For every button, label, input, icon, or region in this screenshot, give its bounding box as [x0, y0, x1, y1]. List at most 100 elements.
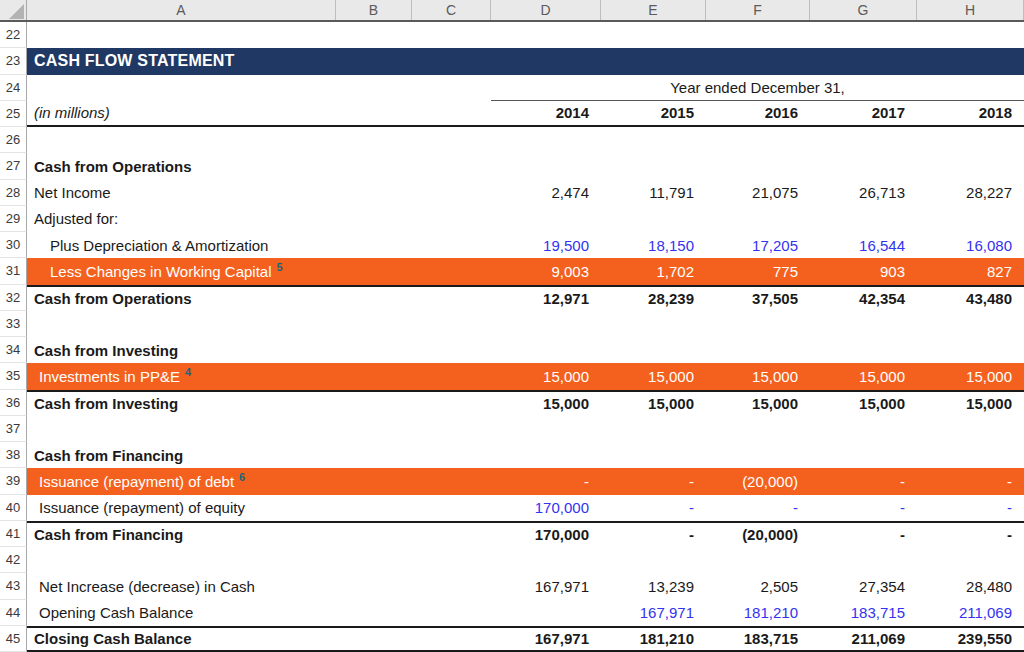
cell-value-27-2[interactable] [601, 153, 706, 179]
cell-value-36-4[interactable]: 15,000 [810, 392, 917, 416]
cell-value-28-4[interactable]: 26,713 [810, 180, 917, 206]
units-label[interactable]: (in millions) [27, 101, 491, 125]
cell-value-32-2[interactable]: 28,239 [601, 287, 706, 311]
cell-value-28-5[interactable]: 28,227 [917, 180, 1024, 206]
cell-value-31-5[interactable]: 827 [917, 258, 1024, 284]
cell-value-43-4[interactable]: 27,354 [810, 573, 917, 599]
row-number-22[interactable]: 22 [0, 22, 27, 48]
row-number-29[interactable]: 29 [0, 206, 27, 232]
cell-value-35-2[interactable]: 15,000 [601, 363, 706, 389]
cell-value-34-5[interactable] [917, 337, 1024, 363]
cell-label-28[interactable]: Net Income [27, 180, 491, 206]
cell-value-27-5[interactable] [917, 153, 1024, 179]
cell-value-30-2[interactable]: 18,150 [601, 232, 706, 258]
row-number-30[interactable]: 30 [0, 232, 27, 258]
cell-value-32-4[interactable]: 42,354 [810, 287, 917, 311]
column-header-F[interactable]: F [706, 0, 810, 20]
cell-label-36[interactable]: Cash from Investing [27, 392, 491, 416]
cell-label-35[interactable]: Investments in PP&E4 [27, 363, 491, 389]
cell-value-27-1[interactable] [491, 153, 601, 179]
cell-value-31-2[interactable]: 1,702 [601, 258, 706, 284]
cell-label-31[interactable]: Less Changes in Working Capital5 [27, 258, 491, 284]
cell-value-36-1[interactable]: 15,000 [491, 392, 601, 416]
cell-value-38-2[interactable] [601, 442, 706, 468]
cell-label-32[interactable]: Cash from Operations [27, 287, 491, 311]
cell-value-41-3[interactable]: (20,000) [706, 523, 810, 547]
cell-value-44-5[interactable]: 211,069 [917, 600, 1024, 626]
cell-value-41-2[interactable]: - [601, 523, 706, 547]
column-header-A[interactable]: A [27, 0, 336, 20]
cell-value-36-5[interactable]: 15,000 [917, 392, 1024, 416]
select-all-corner[interactable] [0, 0, 27, 20]
cell-value-29-4[interactable] [810, 206, 917, 232]
cell-value-29-3[interactable] [706, 206, 810, 232]
cell-value-30-5[interactable]: 16,080 [917, 232, 1024, 258]
cell-value-39-5[interactable]: - [917, 468, 1024, 494]
cell-value-30-3[interactable]: 17,205 [706, 232, 810, 258]
cell-label-34[interactable]: Cash from Investing [27, 337, 491, 363]
row-number-45[interactable]: 45 [0, 626, 27, 652]
cell-value-31-3[interactable]: 775 [706, 258, 810, 284]
cell-value-30-1[interactable]: 19,500 [491, 232, 601, 258]
cell-value-38-1[interactable] [491, 442, 601, 468]
cell-value-41-5[interactable]: - [917, 523, 1024, 547]
cell-value-32-5[interactable]: 43,480 [917, 287, 1024, 311]
row-number-32[interactable]: 32 [0, 285, 27, 311]
cell-value-38-5[interactable] [917, 442, 1024, 468]
cell-label-27[interactable]: Cash from Operations [27, 153, 491, 179]
year-header-2016[interactable]: 2016 [706, 101, 810, 125]
cell-label-39[interactable]: Issuance (repayment) of debt6 [27, 468, 491, 494]
row-number-38[interactable]: 38 [0, 442, 27, 468]
cell-value-36-3[interactable]: 15,000 [706, 392, 810, 416]
cell-label-38[interactable]: Cash from Financing [27, 442, 491, 468]
row-number-40[interactable]: 40 [0, 495, 27, 521]
year-header-2017[interactable]: 2017 [810, 101, 917, 125]
column-header-C[interactable]: C [412, 0, 491, 20]
row-number-24[interactable]: 24 [0, 75, 27, 101]
column-header-D[interactable]: D [491, 0, 601, 20]
cell-value-41-1[interactable]: 170,000 [491, 523, 601, 547]
cell-value-34-3[interactable] [706, 337, 810, 363]
cell-value-40-2[interactable]: - [601, 495, 706, 521]
cell-value-43-3[interactable]: 2,505 [706, 573, 810, 599]
row-number-43[interactable]: 43 [0, 573, 27, 599]
cell-value-28-2[interactable]: 11,791 [601, 180, 706, 206]
cell-value-32-1[interactable]: 12,971 [491, 287, 601, 311]
year-header-2018[interactable]: 2018 [917, 101, 1024, 125]
cell-value-31-1[interactable]: 9,003 [491, 258, 601, 284]
column-header-G[interactable]: G [810, 0, 917, 20]
cell-value-36-2[interactable]: 15,000 [601, 392, 706, 416]
cell-value-40-1[interactable]: 170,000 [491, 495, 601, 521]
cell-label-44[interactable]: Opening Cash Balance [27, 600, 491, 626]
cell-value-34-2[interactable] [601, 337, 706, 363]
cell-value-31-4[interactable]: 903 [810, 258, 917, 284]
row-number-42[interactable]: 42 [0, 547, 27, 573]
cell-value-43-2[interactable]: 13,239 [601, 573, 706, 599]
cell-label-29[interactable]: Adjusted for: [27, 206, 491, 232]
year-header-2015[interactable]: 2015 [601, 101, 706, 125]
cell-value-43-1[interactable]: 167,971 [491, 573, 601, 599]
cell-label-41[interactable]: Cash from Financing [27, 523, 491, 547]
cell-value-45-5[interactable]: 239,550 [917, 628, 1024, 650]
row-number-39[interactable]: 39 [0, 468, 27, 494]
cell-value-29-2[interactable] [601, 206, 706, 232]
cell-value-35-5[interactable]: 15,000 [917, 363, 1024, 389]
row-number-27[interactable]: 27 [0, 153, 27, 179]
cell-value-34-1[interactable] [491, 337, 601, 363]
cell-value-29-1[interactable] [491, 206, 601, 232]
cell-label-40[interactable]: Issuance (repayment) of equity [27, 495, 491, 521]
column-header-B[interactable]: B [336, 0, 412, 20]
cell-value-35-1[interactable]: 15,000 [491, 363, 601, 389]
cell-value-27-4[interactable] [810, 153, 917, 179]
column-header-H[interactable]: H [917, 0, 1024, 20]
cell-label-45[interactable]: Closing Cash Balance [27, 628, 491, 650]
cell-value-44-3[interactable]: 181,210 [706, 600, 810, 626]
cell-value-38-3[interactable] [706, 442, 810, 468]
row-number-23[interactable]: 23 [0, 48, 27, 74]
row-number-26[interactable]: 26 [0, 127, 27, 153]
cell-value-27-3[interactable] [706, 153, 810, 179]
cell-label-30[interactable]: Plus Depreciation & Amortization [27, 232, 491, 258]
cell-value-39-1[interactable]: - [491, 468, 601, 494]
cell-value-40-4[interactable]: - [810, 495, 917, 521]
row-number-31[interactable]: 31 [0, 258, 27, 284]
